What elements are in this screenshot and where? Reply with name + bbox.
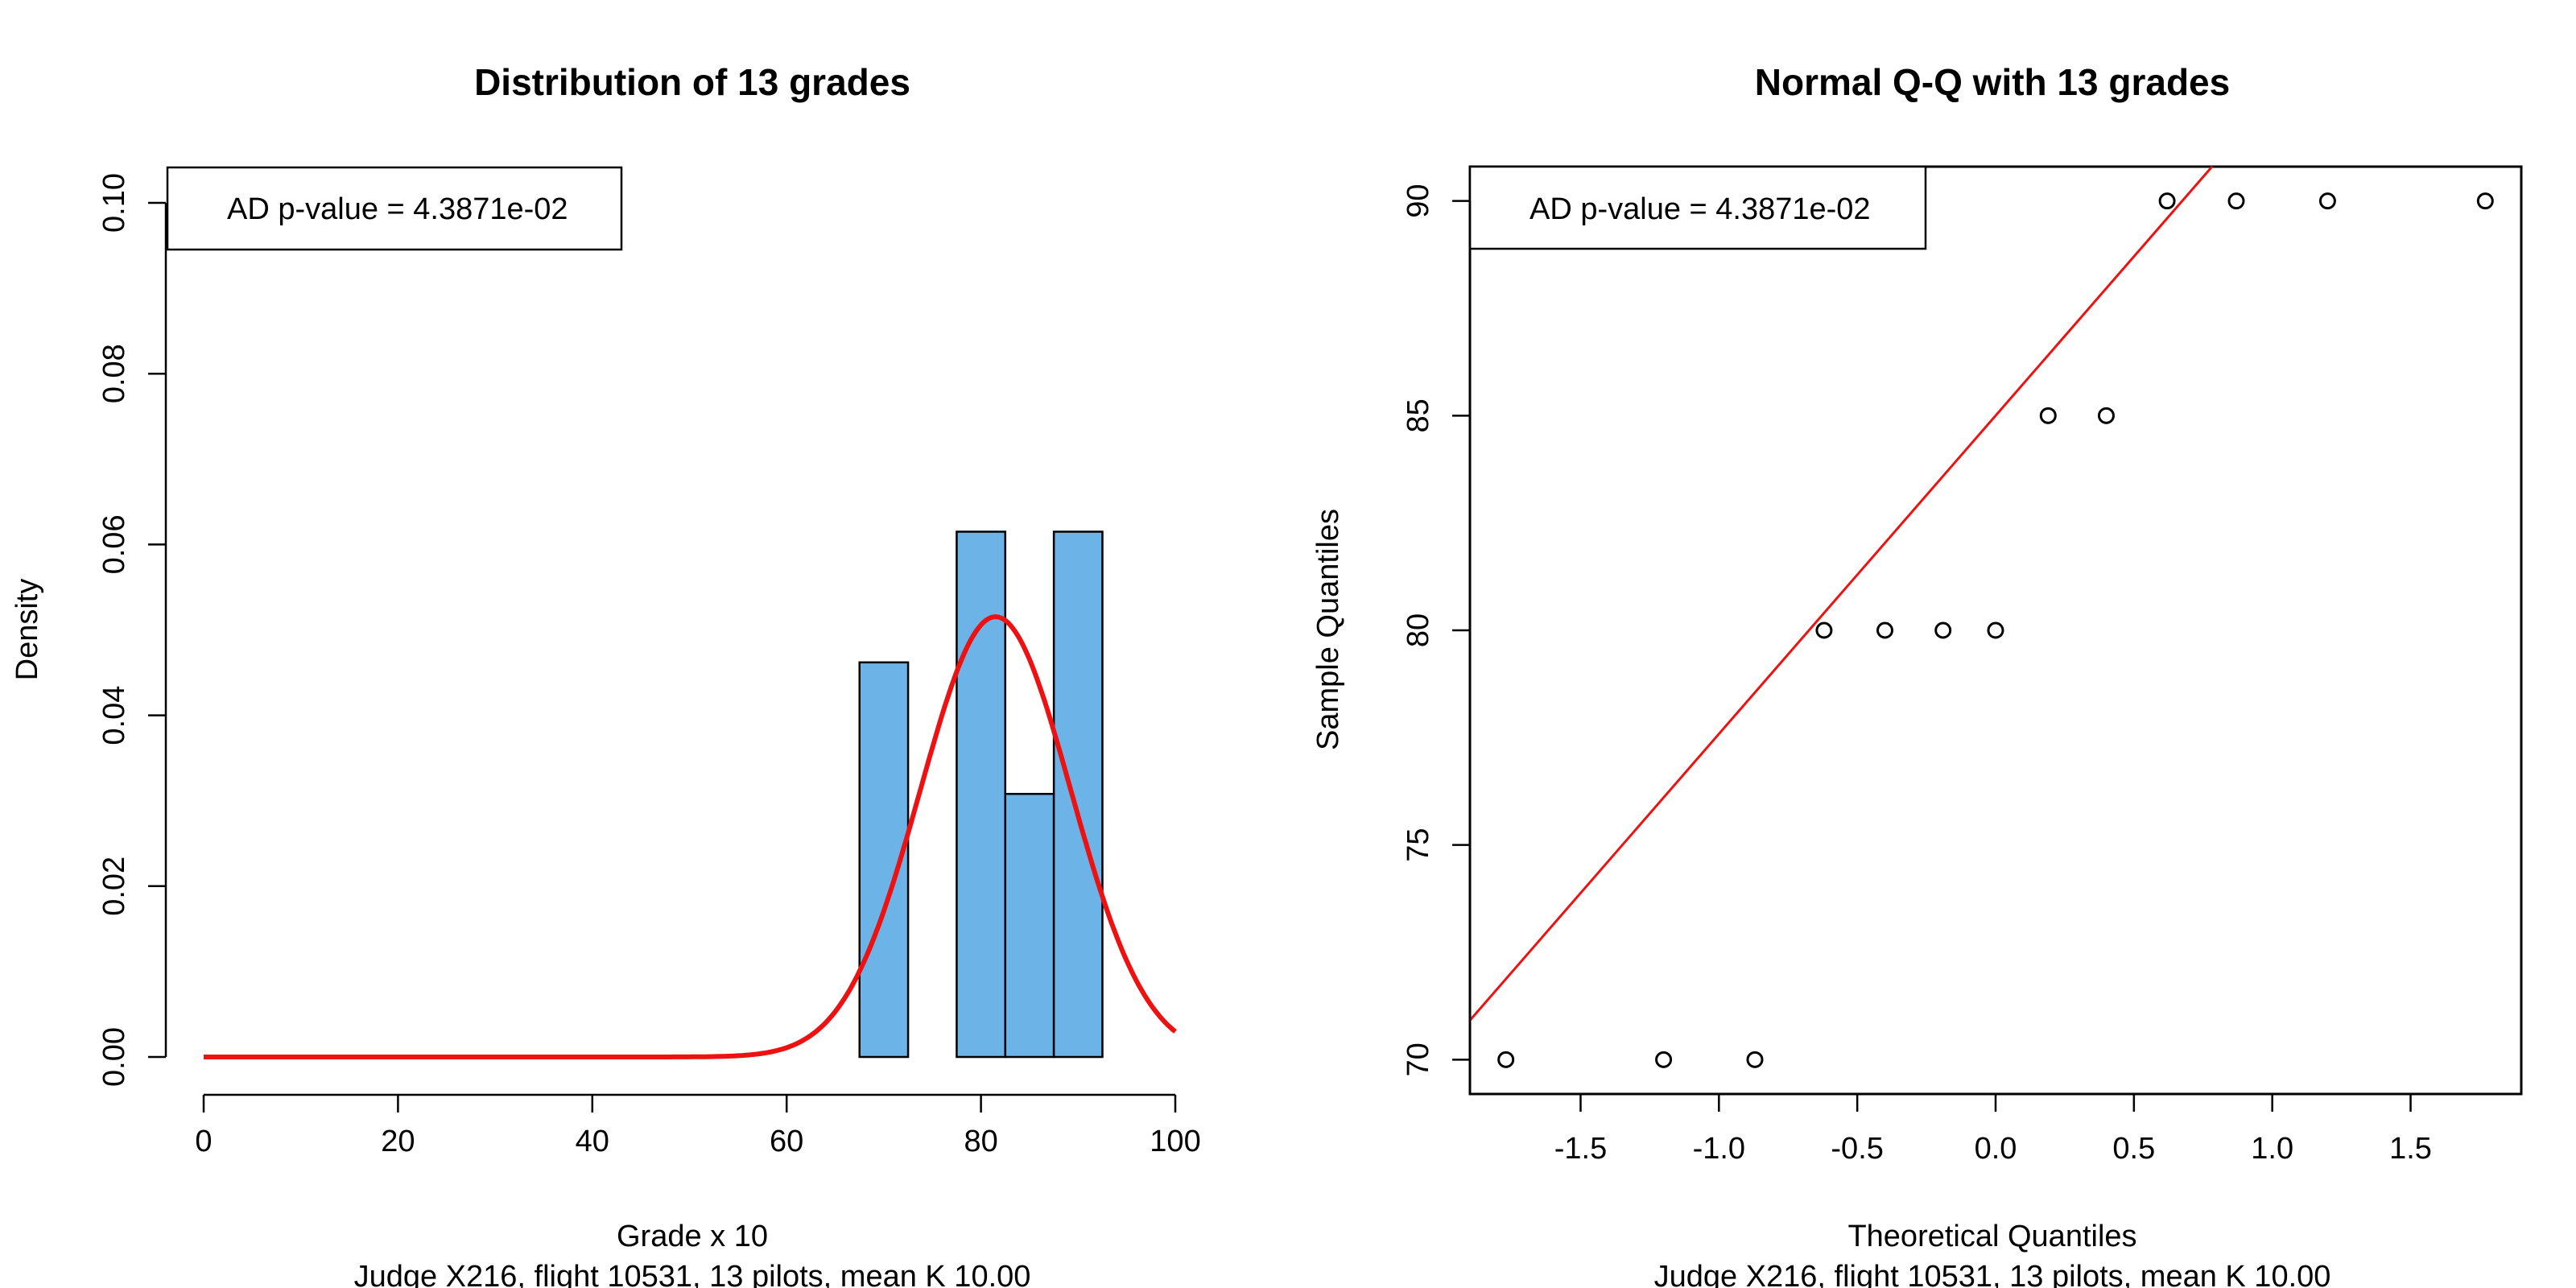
histogram-title: Distribution of 13 grades	[474, 61, 910, 103]
qq-point	[1655, 1051, 1673, 1068]
qq-point	[2318, 192, 2336, 210]
subtitle: Judge X216, flight 10531, 13 pilots, mea…	[1654, 1260, 2331, 1288]
x-tick-label: -1.0	[1693, 1132, 1745, 1166]
legend: AD p-value = 4.3871e-02	[166, 166, 623, 251]
qq-panel: Normal Q-Q with 13 grades AD p-value = 4…	[1311, 61, 2523, 1288]
legend: AD p-value = 4.3871e-02	[1468, 165, 1927, 250]
x-tick-label: 40	[576, 1125, 609, 1158]
qq-title: Normal Q-Q with 13 grades	[1755, 61, 2230, 103]
x-axis-label: Theoretical Quantiles	[1847, 1220, 2136, 1253]
x-tick-label: 0.5	[2112, 1132, 2155, 1166]
x-tick-label: 1.0	[2251, 1132, 2293, 1166]
x-tick-label: 0	[195, 1125, 212, 1158]
qq-point	[1934, 621, 1952, 639]
qq-reference-line	[1468, 166, 2214, 1022]
y-tick-label: 90	[1402, 184, 1435, 218]
x-tick-label: 80	[964, 1125, 997, 1158]
histogram-bar	[1052, 530, 1104, 1059]
qq-point	[1746, 1051, 1764, 1068]
y-tick-label: 0.10	[97, 173, 131, 233]
y-tick-label: 0.08	[97, 344, 131, 403]
y-tick-label: 0.06	[97, 514, 131, 574]
normal-density-curve	[204, 614, 1177, 1059]
y-axis: 70 75 80 85 90	[1402, 184, 1472, 1076]
histogram-panel: Distribution of 13 grades AD p-value = 4…	[10, 61, 1201, 1288]
y-tick-label: 80	[1402, 613, 1435, 647]
y-tick-label: 0.04	[97, 686, 131, 745]
qq-point	[1815, 621, 1833, 639]
x-tick-label: -1.5	[1554, 1132, 1607, 1166]
y-axis-label: Density	[10, 579, 44, 681]
y-tick-label: 70	[1402, 1042, 1435, 1076]
qq-point	[2227, 192, 2245, 210]
qq-point	[2476, 192, 2494, 210]
y-tick-label: 0.00	[97, 1027, 131, 1087]
y-tick-label: 0.02	[97, 857, 131, 916]
subtitle: Judge X216, flight 10531, 13 pilots, mea…	[354, 1260, 1031, 1288]
legend-box	[1468, 165, 1927, 250]
y-tick-label: 75	[1402, 828, 1435, 862]
x-tick-label: 0.0	[1975, 1132, 2017, 1166]
y-axis: 0.00 0.02 0.04 0.06 0.08 0.10	[97, 173, 167, 1087]
y-tick-label: 85	[1402, 398, 1435, 432]
qq-point	[2158, 192, 2176, 210]
legend-text: AD p-value = 4.3871e-02	[1530, 192, 1871, 226]
x-axis: 0 20 40 60 80 100	[195, 1093, 1201, 1158]
x-tick-label: 100	[1150, 1125, 1200, 1158]
legend-box	[166, 166, 623, 251]
x-axis: -1.5 -1.0 -0.5 0.0 0.5 1.0 1.5	[1554, 1092, 2432, 1166]
x-tick-label: -0.5	[1831, 1132, 1883, 1166]
histogram-bar	[956, 530, 1007, 1059]
x-tick-label: 60	[770, 1125, 803, 1158]
x-tick-label: 1.5	[2389, 1132, 2432, 1166]
qq-point	[1876, 621, 1894, 639]
qq-point	[1497, 1051, 1515, 1068]
qq-point	[2039, 407, 2057, 424]
legend-text: AD p-value = 4.3871e-02	[227, 192, 568, 226]
qq-point	[1987, 621, 2004, 639]
x-axis-label: Grade x 10	[617, 1220, 768, 1253]
y-axis-label: Sample Quantiles	[1311, 509, 1345, 750]
qq-point	[2097, 407, 2115, 424]
x-tick-label: 20	[381, 1125, 415, 1158]
histogram-bar	[1004, 792, 1055, 1059]
